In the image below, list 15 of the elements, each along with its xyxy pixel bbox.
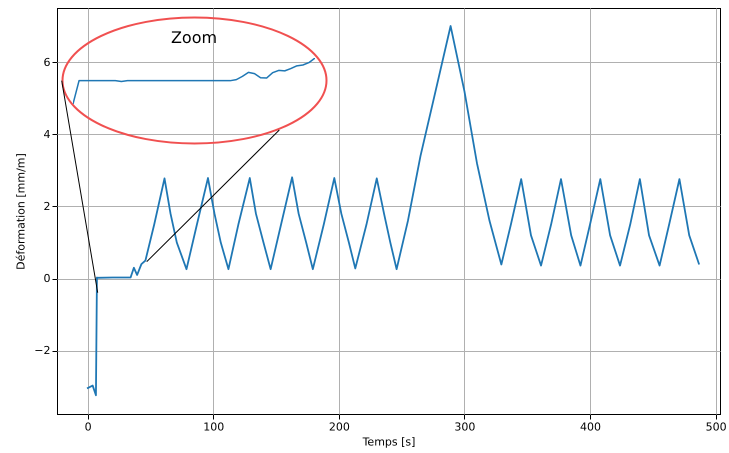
x-tick-label: 0 — [84, 420, 92, 434]
y-axis-title: Déformation [mm/m] — [14, 153, 28, 270]
y-tick-label: 4 — [44, 128, 50, 141]
y-tick-label: 2 — [44, 200, 50, 213]
chart-title: Zoom — [170, 28, 218, 47]
x-tick-label: 400 — [580, 420, 602, 434]
y-tick-label: −2 — [34, 344, 50, 358]
x-tick-label: 500 — [706, 420, 727, 434]
x-tick-label: 100 — [203, 420, 224, 434]
x-tick-label: 300 — [454, 420, 476, 434]
x-tick-label: 200 — [328, 420, 350, 434]
x-axis-title: Temps [s] — [362, 436, 416, 448]
y-tick-label: 0 — [44, 272, 50, 286]
y-tick-label: 6 — [44, 56, 50, 69]
line-series — [86, 25, 700, 396]
